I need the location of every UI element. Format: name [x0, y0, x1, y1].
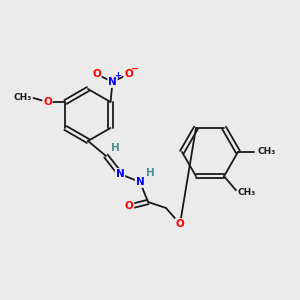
- Text: N: N: [108, 77, 117, 87]
- Text: H: H: [146, 168, 154, 178]
- Text: CH₃: CH₃: [257, 148, 275, 157]
- Text: N: N: [116, 169, 124, 179]
- Text: O: O: [124, 69, 133, 79]
- Text: N: N: [136, 177, 144, 187]
- Text: −: −: [131, 64, 140, 74]
- Text: O: O: [43, 97, 52, 107]
- Text: +: +: [114, 70, 121, 80]
- Text: O: O: [92, 69, 101, 79]
- Text: H: H: [111, 143, 119, 153]
- Text: CH₃: CH₃: [13, 92, 32, 101]
- Text: CH₃: CH₃: [238, 188, 256, 197]
- Text: O: O: [176, 219, 184, 229]
- Text: O: O: [124, 201, 134, 211]
